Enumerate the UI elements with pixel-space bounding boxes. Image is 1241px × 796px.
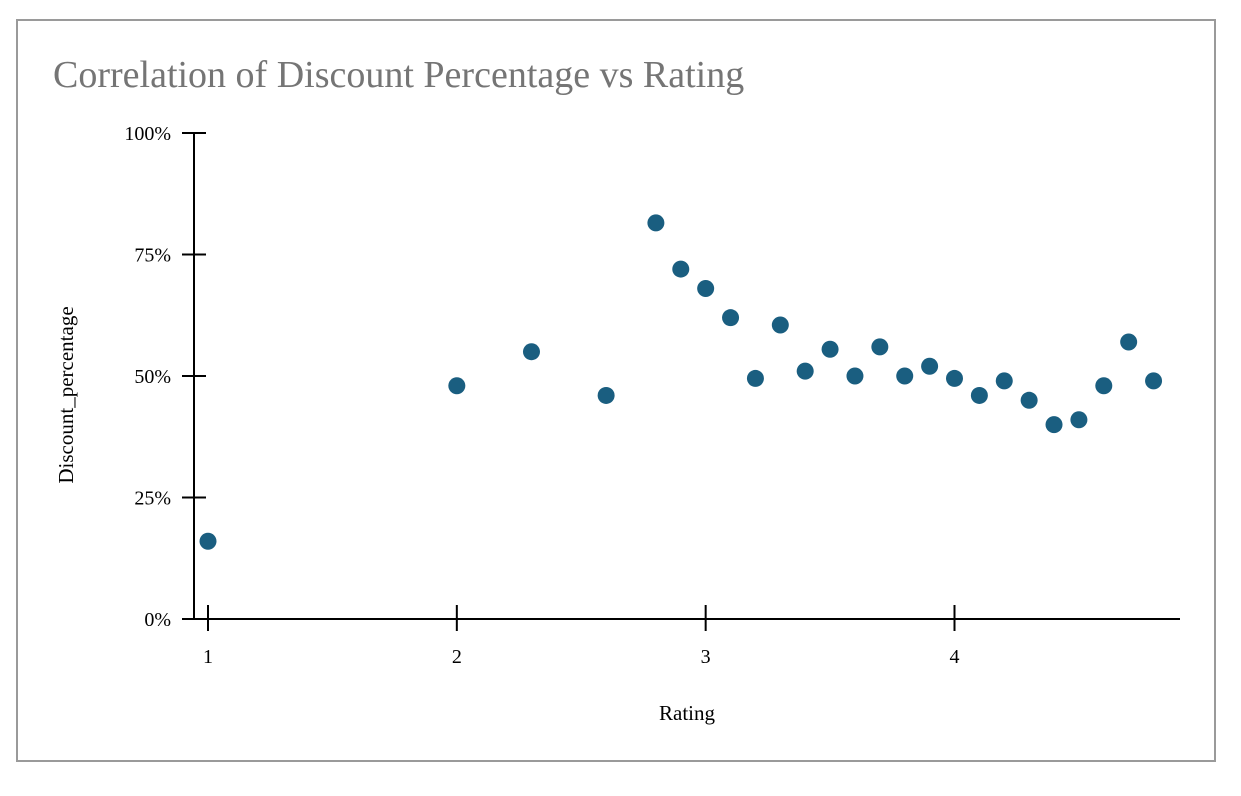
data-point <box>522 343 540 361</box>
data-point <box>1045 416 1063 434</box>
x-tick-label: 4 <box>949 646 959 668</box>
data-point <box>1095 377 1113 395</box>
x-tick-label: 2 <box>452 646 462 668</box>
data-point <box>448 377 466 395</box>
data-point <box>896 367 914 385</box>
data-point <box>199 532 217 550</box>
data-point <box>821 340 839 358</box>
data-point <box>697 280 715 298</box>
data-point <box>1070 411 1088 429</box>
data-point <box>1020 391 1038 409</box>
data-point <box>647 214 665 232</box>
data-point <box>995 372 1013 390</box>
x-axis-ticks: 1 2 3 4 <box>203 605 959 668</box>
y-tick-label: 100% <box>124 123 171 145</box>
y-tick-label: 50% <box>134 366 171 388</box>
x-tick-label: 3 <box>701 646 711 668</box>
data-point <box>722 309 740 327</box>
chart-frame <box>16 19 1216 762</box>
data-point <box>597 386 615 404</box>
data-point <box>945 369 963 387</box>
data-point <box>796 362 814 380</box>
data-point <box>771 316 789 334</box>
data-point <box>672 260 690 278</box>
data-point <box>1120 333 1138 351</box>
data-point <box>846 367 864 385</box>
chart-title: Correlation of Discount Percentage vs Ra… <box>53 54 745 96</box>
data-point <box>871 338 889 356</box>
data-point <box>746 369 764 387</box>
y-tick-label: 75% <box>134 245 171 267</box>
data-points <box>199 214 1163 550</box>
y-axis-title: Discount_percentage <box>54 306 78 483</box>
data-point <box>921 357 939 375</box>
x-axis-title: Rating <box>659 701 715 725</box>
data-point <box>1145 372 1163 390</box>
y-tick-label: 0% <box>144 609 171 631</box>
x-tick-label: 1 <box>203 646 213 668</box>
y-tick-label: 25% <box>134 488 171 510</box>
y-axis-ticks: 0% 25% 50% 75% 100% <box>124 123 206 631</box>
data-point <box>970 386 988 404</box>
